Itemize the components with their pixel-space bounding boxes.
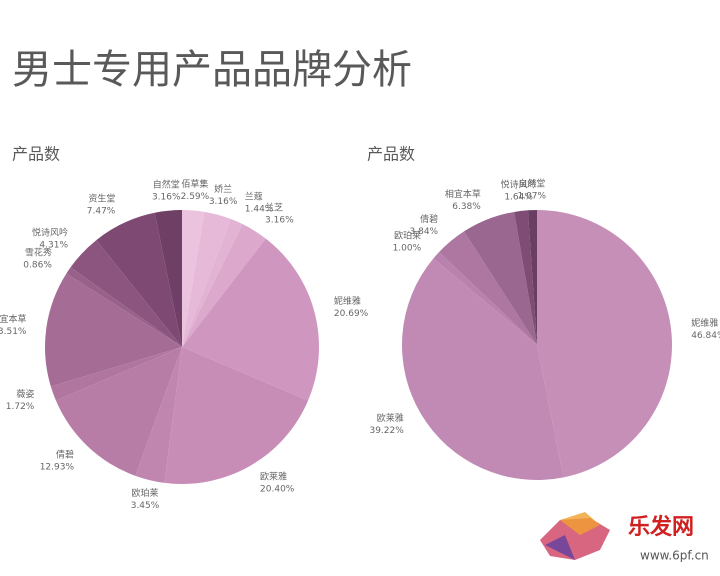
- slice-label: 欧莱雅: [377, 412, 404, 424]
- slice-value-label: 20.40%: [260, 485, 295, 495]
- pie-slice: [45, 273, 182, 387]
- slice-label: 倩碧: [420, 213, 438, 225]
- pie-slice: [135, 347, 182, 483]
- slice-value-label: 1.44%: [245, 205, 274, 215]
- pie-slice: [438, 231, 537, 345]
- slice-value-label: 7.47%: [87, 206, 116, 216]
- slice-value-label: 1.07%: [517, 192, 546, 202]
- slice-value-label: 3.45%: [131, 501, 160, 511]
- pie-slice: [50, 347, 182, 401]
- pie-slice: [527, 210, 537, 345]
- slice-value-label: 39.22%: [369, 426, 404, 436]
- slice-label: 欧莱雅: [260, 471, 287, 483]
- slice-label: 倩碧: [56, 448, 74, 460]
- slice-value-label: 2.59%: [181, 192, 210, 202]
- slice-value-label: 46.84%: [691, 331, 720, 341]
- slice-label: 妮维雅: [334, 295, 361, 307]
- slice-value-label: 12.93%: [40, 462, 75, 472]
- pie-slice: [537, 210, 673, 478]
- pie-slice: [96, 212, 182, 347]
- slice-value-label: 13.51%: [0, 327, 27, 337]
- pie-slice: [401, 258, 564, 481]
- slice-label: 资生堂: [88, 192, 115, 204]
- logo: [540, 512, 610, 560]
- pie-slice: [433, 252, 537, 345]
- pie-slice: [66, 267, 182, 347]
- pie-slice: [182, 219, 243, 347]
- slice-value-label: 3.16%: [265, 215, 294, 225]
- slice-label: 自然堂: [153, 178, 180, 190]
- slice-value-label: 3.16%: [152, 192, 181, 202]
- slice-label: 佰草集: [181, 178, 208, 190]
- pie-slice: [182, 224, 266, 347]
- slice-label: 相宜本草: [445, 188, 481, 200]
- slice-label: 妮维雅: [691, 317, 718, 329]
- watermark-url: www.6pf.cn: [640, 549, 709, 563]
- slice-label: 欧珀莱: [132, 487, 159, 499]
- slice-value-label: 4.31%: [39, 241, 68, 251]
- pie-slice: [154, 210, 182, 347]
- slice-label: 相宜本草: [0, 313, 26, 325]
- slice-label: 悦诗风吟: [501, 179, 537, 191]
- slice-value-label: 3.84%: [410, 227, 439, 237]
- slice-label: 自然堂: [518, 178, 545, 190]
- slice-value-label: 6.38%: [452, 202, 481, 212]
- slice-label: 兰芝: [265, 201, 283, 213]
- slice-value-label: 3.16%: [209, 197, 238, 207]
- chart-subtitle: 产品数: [12, 145, 60, 164]
- slice-label: 兰蔻: [245, 191, 263, 203]
- pie-slice: [55, 347, 182, 476]
- pie-slice: [164, 347, 309, 484]
- watermark-name: 乐发网: [628, 514, 694, 540]
- slice-value-label: 1.72%: [6, 402, 35, 412]
- pie-slice: [182, 210, 205, 347]
- slice-label: 欧珀莱: [394, 229, 421, 241]
- slice-label: 娇兰: [214, 183, 232, 195]
- pie-slice: [182, 238, 320, 401]
- slice-value-label: 0.86%: [23, 261, 52, 271]
- slice-label: 薇姿: [16, 388, 34, 400]
- slice-label: 雪花秀: [25, 247, 52, 259]
- pie-slice: [514, 210, 537, 345]
- slice-value-label: 1.64%: [504, 193, 533, 203]
- slide-title: 男士专用产品品牌分析: [12, 47, 412, 93]
- slice-value-label: 1.00%: [393, 243, 422, 253]
- pie-slice: [70, 240, 182, 347]
- pie-slice: [464, 211, 537, 345]
- pie-slice: [182, 211, 231, 347]
- slice-label: 悦诗风吟: [32, 227, 68, 239]
- slice-value-label: 20.69%: [334, 309, 369, 319]
- chart-subtitle: 产品数: [367, 145, 415, 164]
